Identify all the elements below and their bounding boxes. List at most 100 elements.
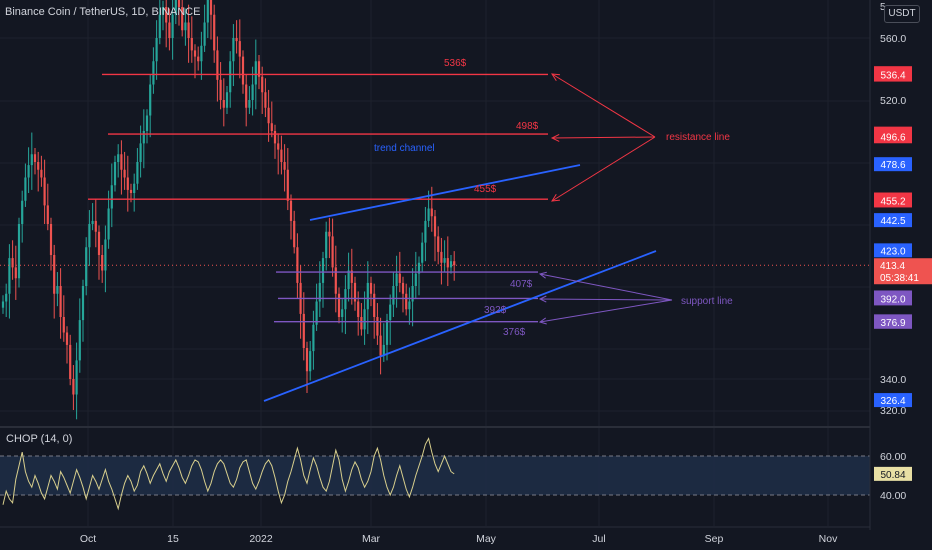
candle-body [245,84,248,108]
candle-body [257,61,261,77]
arrow-head [551,193,561,202]
candle-body [27,165,30,178]
candle-body [318,282,321,302]
candle-body [213,14,216,51]
chop-line [2,437,455,511]
chop-indicator [0,437,870,511]
last-price-text: 413.4 [880,261,905,272]
annotation-label: 392$ [484,305,507,316]
candle-body [251,84,254,100]
price-badge [874,243,912,258]
candle-body [88,224,91,248]
candle-body [155,38,158,62]
support-callout-arrow [539,273,673,301]
candle-body [369,282,373,294]
time-tick-label: Jul [592,533,605,545]
candle-body [296,247,299,283]
annotation-label: trend channel [374,143,435,154]
candle-body [69,344,72,379]
candle-body [424,220,427,243]
candle-body [110,185,113,209]
drawings[interactable]: 536$ 498$ 455$ 407$ 392$ 376$ trend channel res… [88,58,733,402]
candle-body [11,258,14,268]
candle-body [30,154,33,166]
candle-body [389,304,392,321]
candle-body [229,61,232,93]
candle-body [408,301,411,310]
candle-body [75,360,78,395]
last-price-badge [874,258,932,285]
candle-body [302,313,305,348]
candle-body [357,301,360,317]
annotation-label: 536$ [444,58,467,69]
candle-body [392,286,395,305]
price-badge-text: 496.6 [880,132,905,143]
candle-body [283,162,286,170]
candle-body [238,41,241,57]
resistance-callout-arrow [551,136,656,139]
candle-body [120,154,123,170]
chop-level-label: 40.00 [880,490,906,502]
candle-body [331,236,334,268]
candle-body [149,84,152,116]
candle-body [264,92,267,108]
arrow-head [538,271,547,279]
time-axis[interactable]: Oct 15 2022 Mar May Jul Sep Nov [0,526,870,545]
candle-body [270,123,273,131]
candle-body [65,332,69,345]
time-tick-label: Sep [705,533,724,545]
candle-body [107,208,110,240]
candle-body [59,286,62,317]
annotation-label: 407$ [510,279,533,290]
chop-value-text: 50.84 [880,470,905,481]
candle-body [347,270,350,290]
price-tick-label: 520.0 [880,95,906,107]
currency-button[interactable]: USDT [884,5,920,23]
candle-body [219,79,222,100]
countdown-text: 05:38:41 [880,273,919,284]
candle-body [177,0,181,7]
price-badge-text: 392.0 [880,294,905,305]
candle-body [53,255,56,294]
candle-body [232,38,235,62]
candle-body [341,309,344,317]
candle-body [168,22,171,38]
candle-body [241,56,245,85]
candle-body [49,224,53,255]
candle-body [78,320,81,361]
candle-body [190,38,193,51]
candle-body [334,267,337,294]
candle-body [337,293,341,317]
price-badge [874,193,912,208]
candle-body [376,317,379,336]
candle-body [280,149,283,162]
candle-body [411,286,414,302]
price-badge-text: 423.0 [880,246,905,257]
candle-body [254,61,257,85]
candle-body [104,239,107,271]
price-badge [874,314,912,329]
candle-body [37,162,40,170]
candle-body [395,273,398,286]
candle-body [123,169,126,178]
candle-body [225,92,229,108]
candle-body [139,143,142,162]
candle-body [325,231,328,259]
candle-body [430,208,433,217]
annotation-label: support line [681,296,733,307]
candle-body [46,205,49,224]
candle-body [21,200,24,224]
price-badge-text: 442.5 [880,216,905,227]
candle-body [136,162,139,184]
price-axis[interactable]: 560.0520.0480.0340.0320.0537.3536.4496.6… [869,0,932,550]
price-badge [874,213,912,228]
candle-body [72,379,75,395]
candle-body [17,224,21,279]
candle-body [174,0,177,15]
candle-body [443,258,446,263]
candle-body [129,189,133,193]
trend-channel-upper [309,164,581,221]
annotation-label: 498$ [516,121,539,132]
annotation-label: 376$ [503,327,526,338]
